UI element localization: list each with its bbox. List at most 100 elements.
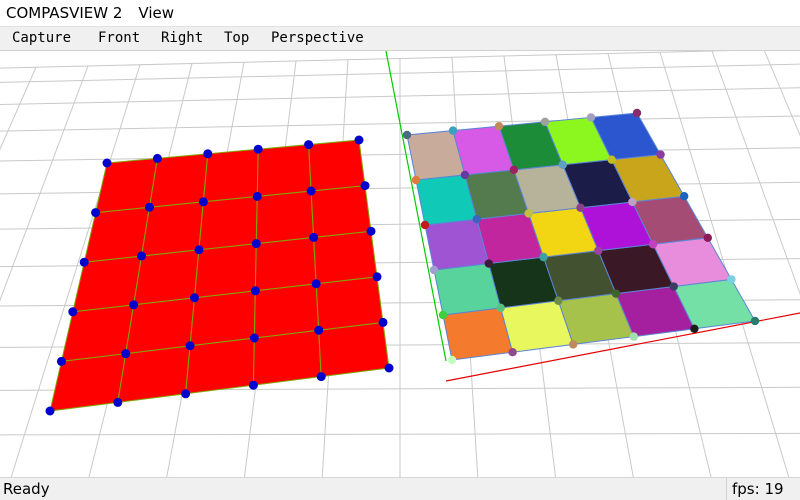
mesh-face <box>254 236 317 292</box>
mesh-vertex <box>594 246 603 255</box>
mesh-vertex <box>384 363 394 373</box>
mesh-face <box>198 195 258 251</box>
mesh-vertex <box>203 149 213 159</box>
grid-line <box>0 87 800 105</box>
left-mesh[interactable] <box>45 135 394 416</box>
app-title: COMPASVIEW 2 <box>6 4 123 22</box>
mesh-face <box>442 307 514 361</box>
mesh-face <box>315 276 384 331</box>
fps-label: fps: <box>732 480 760 498</box>
mesh-face <box>256 144 312 197</box>
right-mesh[interactable] <box>402 108 760 365</box>
mesh-vertex <box>366 226 376 236</box>
mesh-face <box>313 230 378 285</box>
grid-line <box>0 386 800 391</box>
mesh-vertex <box>360 181 370 191</box>
mesh-vertex <box>727 275 736 284</box>
mesh-vertex <box>137 251 147 261</box>
mesh-vertex <box>569 340 578 349</box>
mesh-vertex <box>314 325 324 335</box>
mesh-vertex <box>91 208 101 218</box>
grid-line <box>763 51 800 137</box>
grid-line <box>0 147 800 162</box>
mesh-vertex <box>540 117 550 127</box>
mesh-vertex <box>316 372 326 382</box>
world-axes <box>385 51 800 382</box>
mesh-vertex <box>484 259 493 268</box>
mesh-vertex <box>554 296 563 305</box>
mesh-vertex <box>354 135 364 145</box>
mesh-vertex <box>628 197 637 207</box>
mesh-vertex <box>129 300 139 310</box>
mesh-vertex <box>447 355 457 365</box>
mesh-vertex <box>632 108 642 118</box>
mesh-vertex <box>496 303 505 313</box>
grid-line <box>0 218 800 230</box>
grid-line <box>0 432 800 436</box>
title-bar: COMPASVIEW 2 View <box>0 0 800 26</box>
mesh-vertex <box>750 316 760 326</box>
mesh-vertex <box>629 332 638 341</box>
mesh-vertex <box>586 113 596 122</box>
mesh-vertex <box>509 165 519 175</box>
mesh-vertex <box>252 191 262 201</box>
x-axis-line <box>445 312 800 382</box>
mesh-face <box>318 321 390 378</box>
mesh-vertex <box>251 239 261 249</box>
mesh-vertex <box>152 153 162 163</box>
3d-viewport[interactable] <box>0 51 800 477</box>
mesh-vertex <box>402 130 412 140</box>
scene-canvas <box>0 51 800 477</box>
mesh-vertex <box>539 252 548 262</box>
grid-line <box>711 51 800 296</box>
mesh-face <box>189 290 256 347</box>
mesh-face <box>252 329 322 386</box>
mesh-vertex <box>113 397 123 407</box>
mesh-vertex <box>372 272 382 282</box>
right-view-button[interactable]: Right <box>161 30 204 46</box>
mesh-vertex <box>56 356 66 366</box>
grid-line <box>0 65 89 302</box>
mesh-vertex <box>611 289 621 298</box>
mesh-vertex <box>79 257 89 267</box>
mesh-vertex <box>648 240 658 249</box>
mesh-vertex <box>448 126 458 135</box>
mesh-vertex <box>194 245 204 255</box>
mesh-vertex <box>68 307 78 317</box>
grid-line <box>659 52 790 477</box>
mesh-vertex <box>429 265 439 275</box>
mesh-vertex <box>420 220 430 230</box>
mesh-vertex <box>102 158 112 168</box>
mesh-vertex <box>508 348 517 357</box>
mesh-vertex <box>690 324 699 333</box>
status-bar: Ready fps: 19 <box>0 477 800 500</box>
capture-button[interactable]: Capture <box>12 30 72 46</box>
mesh-vertex <box>680 192 689 201</box>
menu-view[interactable]: View <box>138 4 175 22</box>
grid-line <box>10 64 141 477</box>
mesh-vertex <box>185 341 195 351</box>
mesh-vertex <box>524 209 533 218</box>
mesh-vertex <box>311 279 321 289</box>
mesh-vertex <box>249 333 259 343</box>
mesh-vertex <box>253 144 263 154</box>
front-view-button[interactable]: Front <box>98 30 141 46</box>
toolbar: Capture Front Right Top Perspective <box>0 26 800 51</box>
mesh-vertex <box>494 122 504 131</box>
perspective-view-button[interactable]: Perspective <box>271 30 364 46</box>
grid-line <box>0 342 800 348</box>
mesh-vertex <box>304 140 314 150</box>
y-axis-line <box>385 51 447 362</box>
top-view-button[interactable]: Top <box>224 30 250 46</box>
mesh-face <box>202 148 259 203</box>
status-message: Ready <box>3 480 50 498</box>
mesh-vertex <box>306 186 316 196</box>
mesh-vertex <box>576 203 585 212</box>
mesh-vertex <box>45 406 55 416</box>
mesh-vertex <box>460 170 470 180</box>
mesh-face <box>193 243 257 299</box>
fps-indicator: fps: 19 <box>726 478 800 500</box>
grid-line <box>0 258 800 268</box>
mesh-vertex <box>472 215 482 224</box>
mesh-face <box>253 283 320 339</box>
